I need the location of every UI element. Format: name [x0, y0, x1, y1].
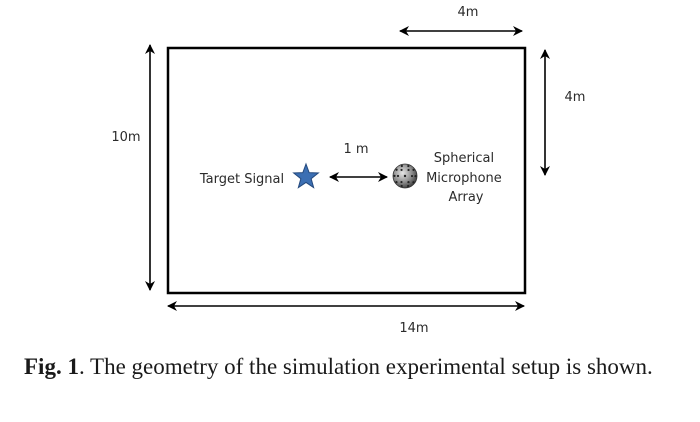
top-width-label: 4m: [458, 5, 479, 20]
spherical-microphone-array-icon: [392, 163, 418, 189]
bottom-width-label: 14m: [399, 321, 428, 336]
right-height-label: 4m: [565, 90, 586, 105]
array-label-line1: Spherical: [434, 151, 494, 166]
figure-caption-text: . The geometry of the simulation experim…: [78, 354, 653, 379]
left-height-label: 10m: [111, 130, 140, 145]
distance-label: 1 m: [343, 142, 368, 157]
array-label: Spherical Microphone Array: [426, 151, 506, 205]
array-label-line2: Microphone: [426, 171, 502, 186]
star-icon: [292, 162, 320, 189]
figure-caption: Fig. 1. The geometry of the simulation e…: [24, 352, 674, 382]
room-boundary: [166, 46, 527, 295]
figure-label: Fig. 1: [24, 354, 79, 379]
array-label-line3: Array: [448, 190, 483, 205]
room-geometry-diagram: 4m 4m 10m 14m Target Signal 1 m Spherica…: [111, 5, 586, 336]
target-signal-label: Target Signal: [199, 172, 284, 187]
